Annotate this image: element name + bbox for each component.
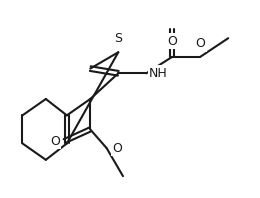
Text: O: O [167,35,177,48]
Text: O: O [113,142,122,155]
Text: NH: NH [149,67,168,80]
Text: O: O [195,37,205,50]
Text: O: O [50,135,60,148]
Text: S: S [114,32,122,45]
